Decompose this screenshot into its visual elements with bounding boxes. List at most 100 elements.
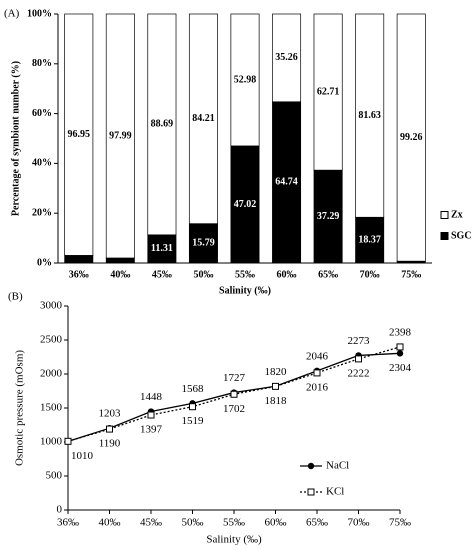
data-label: 1190 xyxy=(99,438,121,450)
x-tick-label: 40‰ xyxy=(99,517,121,529)
x-tick-label: 45‰ xyxy=(140,517,162,529)
marker xyxy=(355,355,362,363)
data-label: 96.95 xyxy=(68,129,91,140)
data-label: 47.02 xyxy=(234,199,257,210)
marker xyxy=(396,350,404,357)
bar-segment xyxy=(105,13,135,259)
legend-label: Zx xyxy=(451,209,463,220)
bar-segment xyxy=(313,13,343,171)
bar-segment xyxy=(355,216,385,264)
data-label: 97.99 xyxy=(109,130,132,141)
legend-swatch xyxy=(440,211,449,219)
data-label: 35.26 xyxy=(275,52,298,63)
y-tick-label: 2000 xyxy=(40,368,63,380)
legend-label: NaCl xyxy=(326,460,349,472)
y-tick-label: 60% xyxy=(32,108,52,119)
data-label: 2304 xyxy=(389,362,412,374)
bar-segment xyxy=(147,13,177,236)
x-tick-label: 45‰ xyxy=(152,269,172,280)
legend-label: SGC xyxy=(451,230,472,241)
x-tick-label: 55‰ xyxy=(223,517,245,529)
bar-segment xyxy=(313,169,343,264)
x-tick-label: 70‰ xyxy=(360,269,380,280)
y-axis-label: Osmotic pressure (mOsm) xyxy=(14,350,26,466)
legend-marker xyxy=(307,488,315,496)
data-label: 1820 xyxy=(265,366,288,378)
data-label: 37.29 xyxy=(317,211,340,222)
x-tick-label: 36‰ xyxy=(57,517,79,529)
data-label: 1010 xyxy=(71,450,94,462)
data-label: 2222 xyxy=(348,367,370,379)
x-tick-label: 40‰ xyxy=(110,269,130,280)
bar-segment xyxy=(230,13,260,147)
legend-marker xyxy=(307,462,315,470)
y-tick-label: 1500 xyxy=(40,402,63,414)
x-tick-label: 70‰ xyxy=(348,517,370,529)
data-label: 1568 xyxy=(182,383,205,395)
x-tick-label: 55‰ xyxy=(235,269,255,280)
data-label: 99.26 xyxy=(400,132,423,143)
data-label: 2398 xyxy=(389,326,412,338)
bar-segment xyxy=(355,13,385,218)
marker xyxy=(396,343,404,351)
data-label: 1448 xyxy=(140,391,163,403)
x-tick-label: 75‰ xyxy=(389,517,411,529)
bar-segment xyxy=(188,13,218,225)
x-tick-label: 36‰ xyxy=(69,269,89,280)
y-tick-label: 20% xyxy=(32,207,52,218)
data-label: 2016 xyxy=(306,381,329,393)
panel-label: (B) xyxy=(8,291,23,303)
data-label: 1818 xyxy=(265,395,288,407)
data-label: 1727 xyxy=(223,372,246,384)
y-tick-label: 80% xyxy=(32,58,52,69)
marker xyxy=(230,390,238,398)
data-label: 62.71 xyxy=(317,86,340,97)
y-tick-label: 500 xyxy=(46,470,63,482)
data-label: 1397 xyxy=(140,424,163,436)
x-axis-label: Salinity (‰) xyxy=(219,285,271,296)
marker xyxy=(147,411,155,419)
y-tick-label: 2500 xyxy=(40,334,63,346)
x-tick-label: 50‰ xyxy=(193,269,213,280)
bar-segment xyxy=(396,13,426,262)
legend-label: KCl xyxy=(326,486,344,498)
x-tick-label: 65‰ xyxy=(318,269,338,280)
data-label: 88.69 xyxy=(151,119,174,130)
data-label: 11.31 xyxy=(151,243,173,254)
x-axis-label: Salinity (‰) xyxy=(206,534,262,546)
panel-label: (A) xyxy=(4,8,20,20)
data-label: 1519 xyxy=(182,415,205,427)
y-tick-label: 40% xyxy=(32,158,52,169)
data-label: 81.63 xyxy=(358,110,381,121)
data-label: 84.21 xyxy=(192,113,215,124)
legend-swatch xyxy=(440,232,449,240)
x-tick-label: 65‰ xyxy=(306,517,328,529)
y-tick-label: 0 xyxy=(57,504,63,516)
data-label: 15.79 xyxy=(192,238,215,249)
x-tick-label: 60‰ xyxy=(265,517,287,529)
marker xyxy=(189,403,196,411)
y-axis-label: Percentage of symbiont number (%) xyxy=(10,61,21,216)
data-label: 2.01 xyxy=(112,253,130,264)
data-label: 64.74 xyxy=(275,177,298,188)
data-label: 2273 xyxy=(348,335,371,347)
y-tick-label: 3000 xyxy=(40,300,63,312)
data-label: 52.98 xyxy=(234,74,257,85)
bar-segment xyxy=(64,13,94,256)
x-tick-label: 60‰ xyxy=(277,269,297,280)
x-tick-label: 50‰ xyxy=(182,517,204,529)
data-label: 18.37 xyxy=(358,234,381,245)
data-label: 1203 xyxy=(99,408,122,420)
bar-segment xyxy=(147,234,177,264)
marker xyxy=(272,382,279,390)
y-tick-label: 0% xyxy=(37,257,52,268)
data-label: 2046 xyxy=(306,350,329,362)
bar-segment xyxy=(272,13,302,103)
marker xyxy=(64,437,72,445)
x-tick-label: 75‰ xyxy=(401,269,421,280)
y-tick-label: 100% xyxy=(27,8,52,19)
data-label: 3.05 xyxy=(70,253,88,264)
y-tick-label: 1000 xyxy=(40,436,63,448)
data-label: 1702 xyxy=(223,403,245,415)
